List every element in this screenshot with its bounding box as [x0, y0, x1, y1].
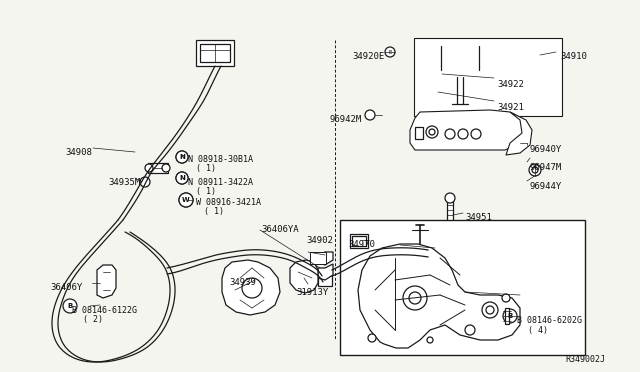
Polygon shape: [222, 260, 280, 315]
Circle shape: [162, 164, 170, 172]
Text: R349002J: R349002J: [565, 355, 605, 364]
Circle shape: [465, 325, 475, 335]
Ellipse shape: [446, 43, 474, 53]
Text: 36406YA: 36406YA: [261, 225, 299, 234]
Circle shape: [385, 47, 395, 57]
Polygon shape: [318, 264, 333, 280]
Bar: [310, 252, 326, 264]
Text: 34970: 34970: [348, 240, 375, 249]
Circle shape: [176, 172, 188, 184]
Circle shape: [368, 334, 376, 342]
Circle shape: [403, 286, 427, 310]
Bar: [196, 40, 234, 66]
Circle shape: [145, 164, 153, 172]
Circle shape: [445, 193, 455, 203]
Text: 31913Y: 31913Y: [296, 288, 328, 297]
Text: 34908: 34908: [65, 148, 92, 157]
Circle shape: [176, 151, 188, 163]
Circle shape: [179, 154, 185, 160]
Bar: [505, 308, 509, 324]
Text: ( 1): ( 1): [196, 164, 216, 173]
Text: W 08916-3421A: W 08916-3421A: [196, 198, 261, 207]
Circle shape: [503, 309, 517, 323]
Text: W: W: [182, 197, 190, 203]
Circle shape: [176, 151, 188, 163]
Polygon shape: [358, 244, 520, 348]
Text: N 08918-30B1A: N 08918-30B1A: [188, 155, 253, 164]
Text: 34935M: 34935M: [108, 178, 140, 187]
Text: 34910: 34910: [560, 52, 587, 61]
Circle shape: [458, 129, 468, 139]
Text: ( 4): ( 4): [528, 326, 548, 335]
Text: 34920E: 34920E: [352, 52, 384, 61]
Text: B: B: [508, 313, 513, 319]
Text: 96940Y: 96940Y: [530, 145, 563, 154]
Text: 34902: 34902: [306, 236, 333, 245]
Polygon shape: [97, 265, 116, 298]
Circle shape: [482, 302, 498, 318]
Polygon shape: [290, 260, 318, 293]
Text: 36406Y: 36406Y: [50, 283, 83, 292]
Circle shape: [502, 294, 510, 302]
Ellipse shape: [441, 39, 479, 53]
Bar: [414, 38, 562, 116]
Circle shape: [63, 299, 77, 313]
Text: N 08911-3422A: N 08911-3422A: [188, 178, 253, 187]
Text: ( 2): ( 2): [83, 315, 103, 324]
Text: 34921: 34921: [497, 103, 524, 112]
Polygon shape: [410, 110, 526, 150]
Circle shape: [486, 306, 494, 314]
Text: ( 1): ( 1): [196, 187, 216, 196]
Circle shape: [176, 172, 188, 184]
Text: 34939: 34939: [229, 278, 256, 287]
Circle shape: [179, 175, 185, 181]
Circle shape: [242, 278, 262, 298]
Bar: [350, 234, 368, 248]
Circle shape: [179, 193, 193, 207]
Circle shape: [445, 129, 455, 139]
Text: N: N: [179, 175, 185, 181]
Circle shape: [429, 129, 435, 135]
Circle shape: [430, 66, 442, 78]
Text: E: E: [388, 49, 392, 55]
Circle shape: [182, 196, 190, 204]
Circle shape: [426, 86, 438, 98]
Circle shape: [179, 193, 193, 207]
Circle shape: [140, 177, 150, 187]
Circle shape: [426, 126, 438, 138]
Text: B: B: [67, 303, 72, 309]
Text: 96947M: 96947M: [530, 163, 563, 172]
Circle shape: [532, 167, 538, 173]
Text: B 08146-6202G: B 08146-6202G: [517, 316, 582, 325]
Circle shape: [429, 89, 435, 95]
Polygon shape: [506, 112, 532, 155]
Text: ( 1): ( 1): [204, 207, 224, 216]
Text: 96944Y: 96944Y: [530, 182, 563, 191]
Text: 34951: 34951: [465, 213, 492, 222]
Circle shape: [365, 110, 375, 120]
Circle shape: [427, 337, 433, 343]
Text: 34922: 34922: [497, 80, 524, 89]
Bar: [318, 268, 332, 286]
Circle shape: [529, 164, 541, 176]
Circle shape: [433, 69, 439, 75]
Bar: [352, 236, 366, 246]
Text: N: N: [179, 154, 185, 160]
Circle shape: [409, 292, 421, 304]
Bar: [148, 163, 168, 173]
Circle shape: [471, 129, 481, 139]
Text: B 08146-6122G: B 08146-6122G: [72, 306, 137, 315]
Bar: [415, 127, 423, 139]
Ellipse shape: [441, 63, 479, 77]
Bar: [340, 220, 585, 355]
Text: 96942M: 96942M: [330, 115, 362, 124]
Bar: [200, 44, 230, 62]
Polygon shape: [318, 252, 333, 265]
Bar: [447, 198, 453, 226]
